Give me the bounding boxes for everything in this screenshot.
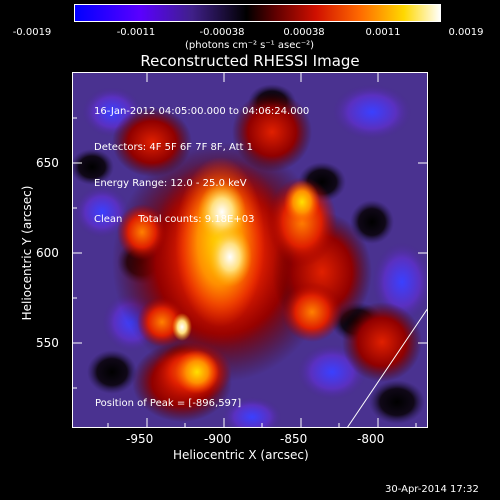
info-detectors: Detectors: 4F 5F 6F 7F 8F, Att 1 [94, 142, 254, 153]
solar-limb-line [346, 307, 428, 428]
colorbar-tick-label: 0.0011 [365, 27, 401, 38]
colorbar-tick-label: -0.00038 [199, 27, 245, 38]
x-tick-label: -800 [357, 432, 385, 446]
info-time-range: 16-Jan-2012 04:05:00.000 to 04:06:24.000 [94, 106, 310, 117]
colorbar-units: (photons cm⁻² s⁻¹ asec⁻²) [185, 40, 315, 51]
peak-position-label: Position of Peak = [-896,597] [95, 398, 242, 409]
info-total-counts: Clean Total counts: 9.18E+03 [94, 214, 255, 225]
x-tick-label: -900 [204, 432, 232, 446]
colorbar-tick-label: -0.0019 [12, 27, 52, 38]
y-tick-label: 550 [36, 336, 59, 350]
x-tick-label: -950 [126, 432, 154, 446]
x-tick-label: -850 [280, 432, 308, 446]
colorbar-tick-label: 0.0019 [448, 27, 484, 38]
timestamp: 30-Apr-2014 17:32 [385, 484, 479, 495]
colorbar-tick-label: 0.00038 [283, 27, 325, 38]
x-axis-title: Heliocentric X (arcsec) [173, 448, 309, 462]
observation-info: 16-Jan-2012 04:05:00.000 to 04:06:24.000… [94, 82, 309, 238]
y-axis-title: Heliocentric Y (arcsec) [20, 185, 34, 321]
x-ticks [107, 72, 417, 428]
rhessi-image [72, 72, 428, 428]
colorbar-tick-label: -0.0011 [116, 27, 156, 38]
y-ticks [72, 117, 428, 389]
image-title: Reconstructed RHESSI Image [140, 52, 360, 70]
colorbar [74, 4, 441, 22]
y-tick-label: 650 [36, 156, 59, 170]
y-tick-label: 600 [36, 246, 59, 260]
info-energy-range: Energy Range: 12.0 - 25.0 keV [94, 178, 247, 189]
